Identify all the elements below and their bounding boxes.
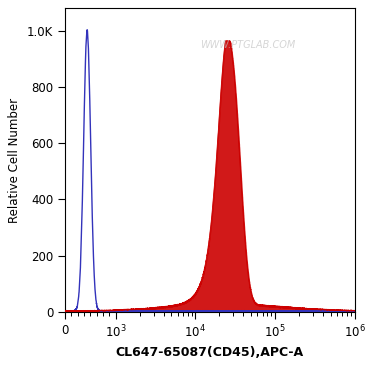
X-axis label: CL647-65087(CD45),APC-A: CL647-65087(CD45),APC-A: [116, 346, 304, 359]
Y-axis label: Relative Cell Number: Relative Cell Number: [8, 98, 21, 222]
Text: WWW.PTGLAB.COM: WWW.PTGLAB.COM: [200, 40, 295, 50]
